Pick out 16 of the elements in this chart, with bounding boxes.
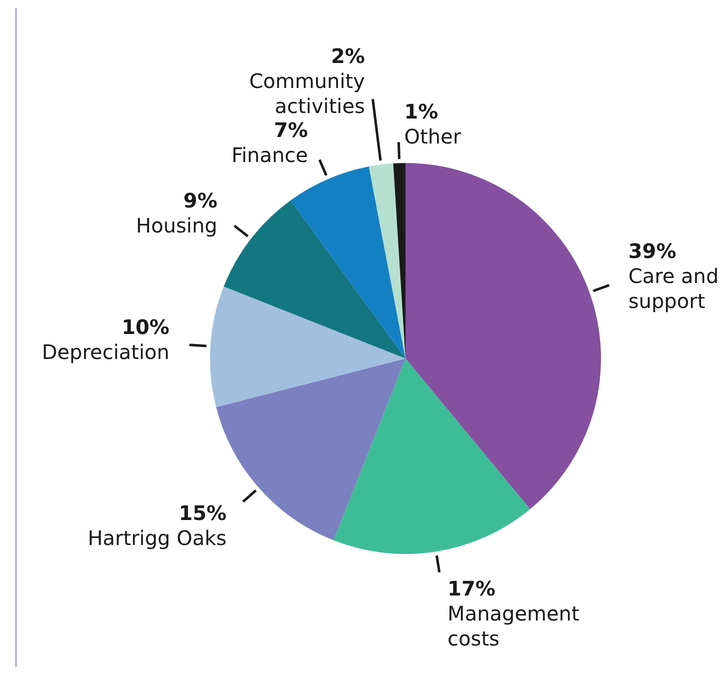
data-label: 15% bbox=[178, 501, 227, 526]
data-label: 7% bbox=[274, 118, 308, 142]
slice-label: Other bbox=[404, 124, 462, 148]
data-label: 1% bbox=[404, 99, 438, 124]
slice-label: Care and support bbox=[628, 264, 719, 314]
data-label: 9% bbox=[183, 188, 218, 212]
data-label: 10% bbox=[122, 315, 170, 340]
slice-label: Housing bbox=[136, 213, 218, 238]
slice-label: Community activities bbox=[249, 68, 366, 118]
slice-label: Management costs bbox=[448, 601, 580, 650]
data-label: 2% bbox=[331, 44, 365, 68]
slice-label: Hartrigg Oaks bbox=[88, 526, 227, 550]
data-label: 17% bbox=[448, 576, 496, 600]
slice-label: Finance bbox=[231, 143, 308, 168]
slice-label: Depreciation bbox=[42, 340, 170, 364]
data-label: 39% bbox=[628, 239, 676, 264]
